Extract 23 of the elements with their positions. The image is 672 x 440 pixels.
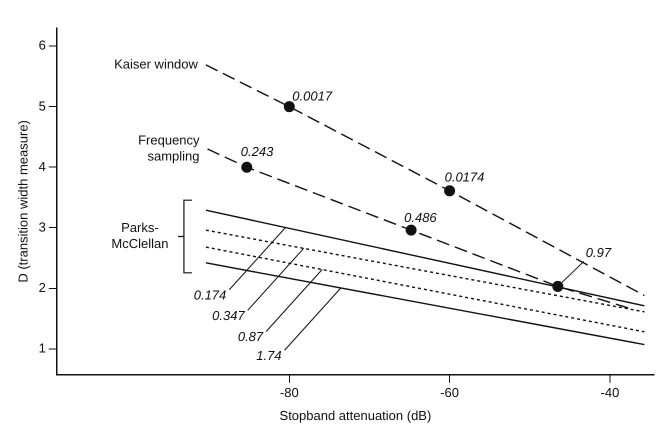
series-label: Frequency sampling xyxy=(138,132,200,164)
x-tick-label: -60 xyxy=(440,385,459,400)
annotation: Parks- McClellan xyxy=(111,220,168,252)
y-tick-label: 5 xyxy=(38,98,46,114)
annotation: 0.0174 xyxy=(444,169,484,184)
annotation: 0.243 xyxy=(240,144,274,159)
annotation: 0.486 xyxy=(404,210,438,225)
y-tick-label: 1 xyxy=(38,340,46,356)
x-tick-label: -40 xyxy=(600,385,620,400)
annotation: 0.0017 xyxy=(292,88,333,104)
y-tick-label: 2 xyxy=(38,280,46,295)
annotation: 1.74 xyxy=(256,348,282,363)
annotation: 0.347 xyxy=(212,308,246,323)
annotation: 0.174 xyxy=(194,287,226,302)
y-tick-label: 4 xyxy=(38,158,46,174)
x-axis-title: Stopband attenuation (dB) xyxy=(280,408,432,423)
annotation: 0.87 xyxy=(238,329,264,344)
series-label: Kaiser window xyxy=(114,56,199,72)
y-tick-label: 6 xyxy=(38,38,46,53)
annotation: 0.97 xyxy=(586,245,612,260)
y-tick-label: 3 xyxy=(38,219,46,234)
y-axis-title: D (transition width measure) xyxy=(15,120,30,283)
x-tick-label: -80 xyxy=(280,385,299,400)
